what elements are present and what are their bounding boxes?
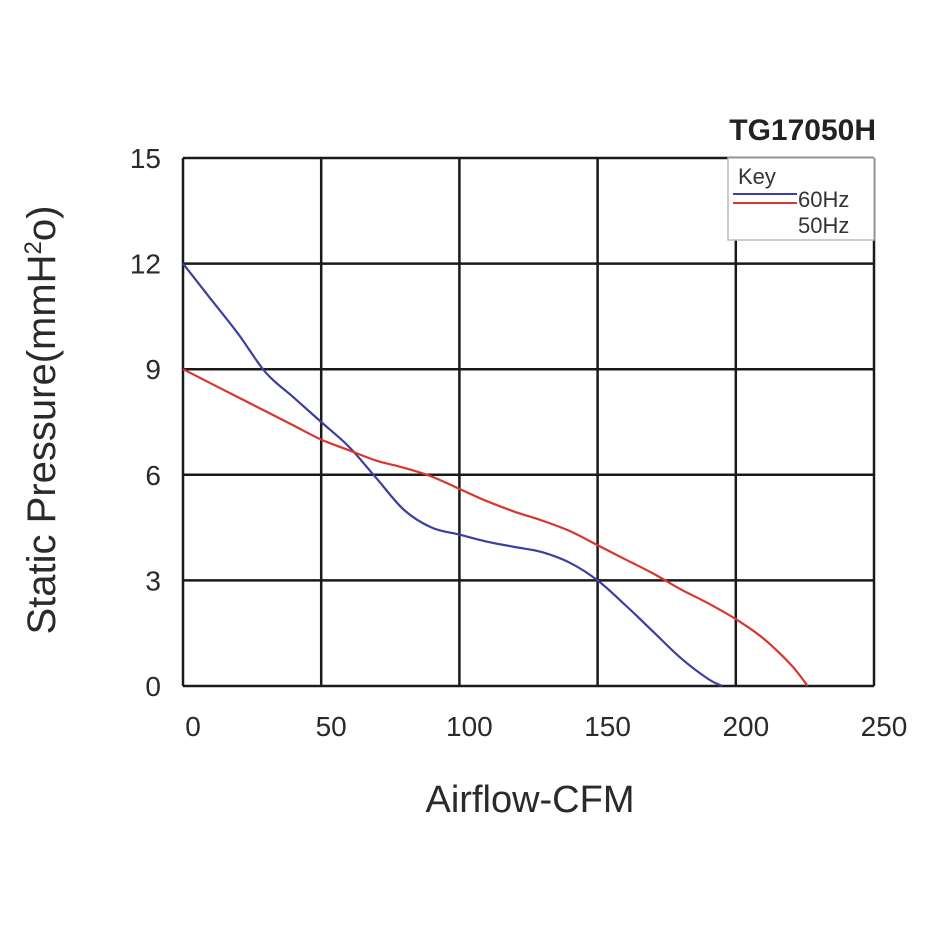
y-tick-label: 3 (145, 565, 161, 596)
legend-label-60hz: 60Hz (798, 187, 849, 212)
series-lines (182, 262, 809, 687)
y-axis-label-tail: o) (20, 206, 64, 242)
x-tick-label: 200 (722, 711, 769, 742)
x-tick-label: 250 (861, 711, 908, 742)
y-axis-label-sup: 2 (20, 241, 47, 254)
y-tick-label: 0 (145, 671, 161, 702)
x-axis-label: Airflow-CFM (426, 779, 635, 821)
legend-title: Key (738, 164, 776, 189)
x-tick-label: 50 (316, 711, 347, 742)
series-line-50hz (182, 368, 809, 687)
y-tick-label: 6 (145, 460, 161, 491)
legend: Key 60Hz 50Hz (727, 157, 875, 241)
x-tick-label: 0 (185, 711, 201, 742)
y-tick-label: 9 (145, 354, 161, 385)
y-tick-label: 15 (130, 143, 161, 174)
y-axis-label-main: Static Pressure(mmH (20, 254, 64, 634)
legend-label-50hz: 50Hz (798, 213, 849, 238)
chart-title: TG17050H (729, 114, 876, 147)
legend-box (727, 157, 875, 241)
y-axis-label: Static Pressure(mmH2o) (20, 206, 64, 635)
x-tick-labels: 0 50 100 150 200 250 (185, 711, 907, 742)
y-tick-labels: 0 3 6 9 12 15 (130, 143, 161, 702)
series-line-60hz (182, 262, 723, 687)
x-tick-label: 150 (584, 711, 631, 742)
grid (181, 156, 876, 688)
x-tick-label: 100 (446, 711, 493, 742)
y-tick-label: 12 (130, 249, 161, 280)
